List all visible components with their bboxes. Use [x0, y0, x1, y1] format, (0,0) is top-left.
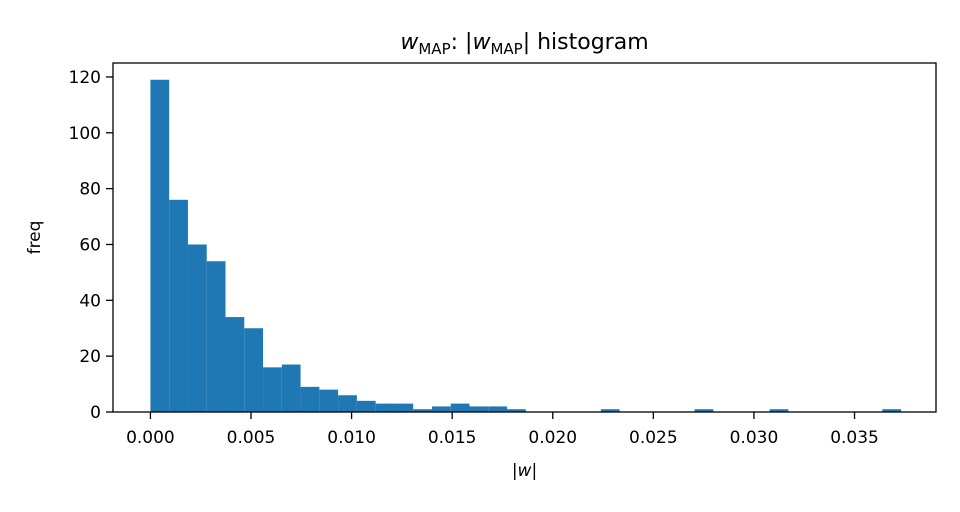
x-tick-label: 0.015 — [428, 428, 477, 448]
histogram-bar — [169, 199, 188, 412]
x-tick-label: 0.005 — [227, 428, 276, 448]
histogram-bar — [469, 406, 489, 412]
y-tick-label: 100 — [69, 124, 101, 144]
histogram-bar — [450, 403, 470, 412]
histogram-bar — [206, 261, 226, 412]
y-tick-label: 60 — [79, 235, 101, 255]
histogram-bar — [150, 79, 170, 412]
histogram-bar — [882, 409, 902, 412]
histogram-bar — [488, 406, 508, 412]
histogram-bar — [413, 409, 432, 412]
histogram-bar — [225, 317, 245, 412]
histogram-bar — [431, 406, 451, 412]
y-tick-label: 40 — [79, 291, 101, 311]
histogram-bar — [187, 244, 207, 412]
x-axis-label: |w| — [512, 461, 537, 481]
histogram-bars — [150, 79, 902, 412]
histogram-bar — [300, 386, 320, 412]
y-tick-label: 0 — [90, 403, 101, 423]
x-tick-label: 0.025 — [629, 428, 678, 448]
histogram-bar — [394, 403, 414, 412]
x-tick-label: 0.000 — [126, 428, 175, 448]
y-tick-label: 80 — [79, 180, 101, 200]
histogram-bar — [507, 409, 526, 412]
histogram-bar — [375, 403, 395, 412]
histogram-bar — [694, 409, 714, 412]
x-axis-ticks: 0.000 0.005 0.010 0.015 0.020 0.025 0.030 0.035 — [126, 412, 879, 448]
histogram-bar — [319, 389, 339, 412]
histogram-bar — [244, 328, 264, 412]
y-axis-ticks: 0 20 40 60 80 100 120 — [69, 68, 113, 423]
histogram-bar — [600, 409, 620, 412]
x-tick-label: 0.030 — [730, 428, 779, 448]
y-axis-label: freq — [25, 221, 45, 255]
y-tick-label: 20 — [79, 347, 101, 367]
histogram-bar — [338, 395, 357, 412]
histogram-bar — [281, 364, 301, 412]
x-tick-label: 0.020 — [528, 428, 577, 448]
plot-frame — [112, 62, 937, 413]
x-tick-label: 0.035 — [830, 428, 879, 448]
histogram-bar — [356, 400, 376, 412]
chart-title: wMAP: |wMAP| histogram — [400, 30, 648, 58]
histogram-bar — [769, 409, 789, 412]
histogram-bar — [263, 367, 282, 412]
x-tick-label: 0.010 — [327, 428, 376, 448]
y-tick-label: 120 — [69, 68, 101, 88]
